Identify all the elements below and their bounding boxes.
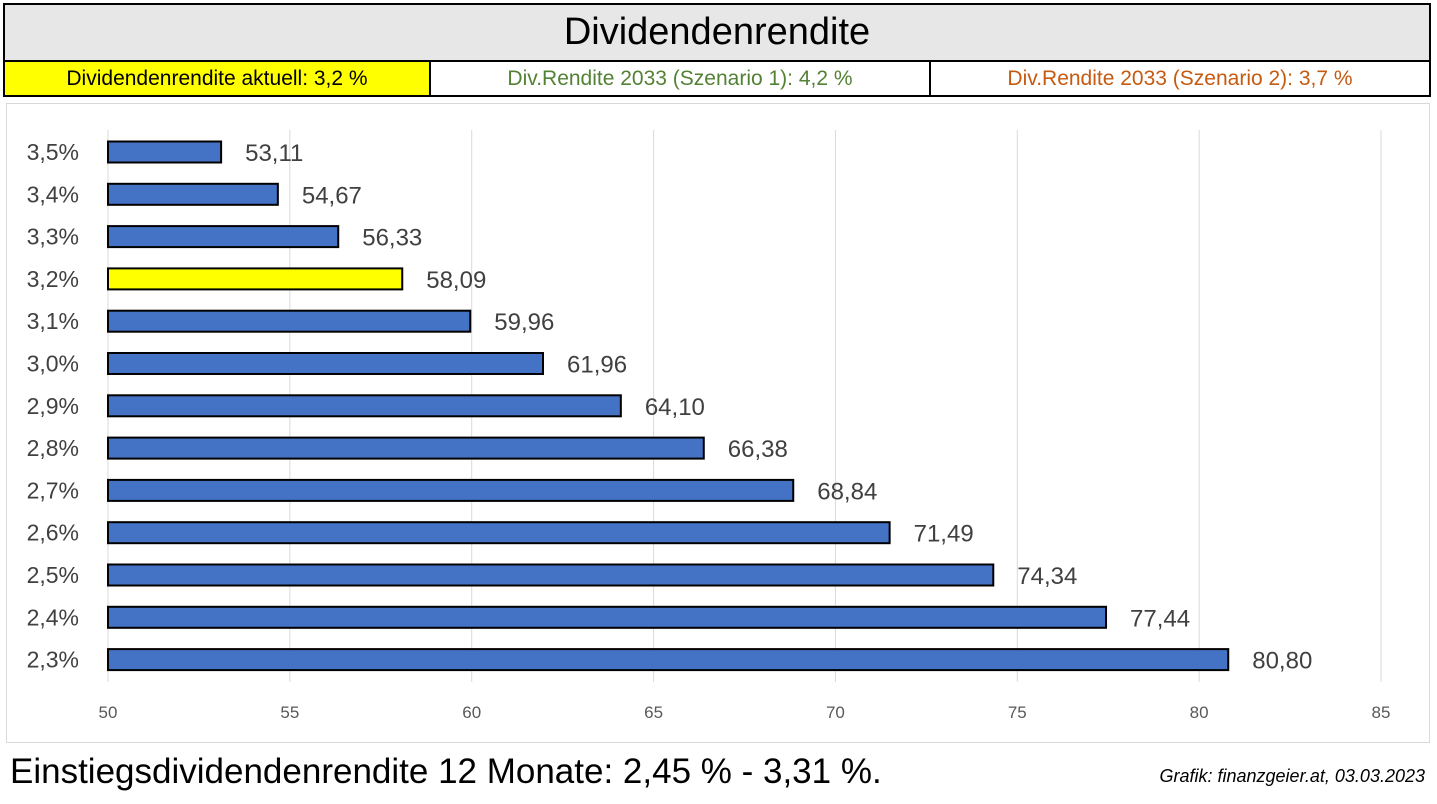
bar: [107, 521, 891, 545]
bar: [107, 182, 279, 206]
category-label: 3,2%: [27, 266, 79, 292]
bar: [107, 478, 795, 502]
bar: [107, 352, 545, 375]
bar: [107, 394, 622, 418]
bar: [107, 605, 1108, 629]
bar: [107, 648, 1230, 672]
bar-value-label: 58,09: [426, 267, 486, 294]
bar-value-label: 74,34: [1017, 563, 1077, 590]
x-tick-label: 55: [280, 703, 299, 722]
bar-value-label: 56,33: [362, 225, 422, 252]
x-tick-label: 80: [1190, 703, 1209, 722]
x-tick-label: 60: [462, 703, 481, 722]
x-tick-label: 75: [1008, 703, 1027, 722]
source-credit: Grafik: finanzgeier.at, 03.03.2023: [1159, 766, 1426, 786]
category-label: 3,4%: [27, 181, 79, 207]
category-label: 2,4%: [27, 604, 79, 630]
plot-area: [6, 103, 1430, 743]
category-label: 2,9%: [27, 393, 79, 419]
category-label: 3,3%: [27, 224, 79, 250]
bar: [107, 309, 472, 333]
category-label: 2,8%: [27, 435, 79, 461]
x-tick-label: 50: [99, 703, 118, 722]
bar-value-label: 64,10: [645, 394, 705, 421]
bar-highlight: [107, 267, 404, 291]
x-axis-ticks: 50 55 60 65 70 75 80 85: [99, 703, 1391, 722]
x-tick-label: 85: [1372, 703, 1391, 722]
bar-value-label: 77,44: [1130, 605, 1190, 632]
category-label: 3,5%: [27, 139, 79, 165]
bar-value-label: 68,84: [817, 478, 877, 505]
category-label: 3,0%: [27, 351, 79, 377]
yield-info-row: Dividendenrendite aktuell: 3,2 % Div.Ren…: [3, 62, 1431, 97]
bar-value-label: 59,96: [494, 309, 554, 336]
bar: [107, 436, 705, 460]
bar-value-label: 80,80: [1252, 648, 1312, 675]
bar-value-label: 71,49: [914, 521, 974, 548]
bar: [107, 225, 340, 249]
bar-value-label: 53,11: [245, 140, 303, 167]
category-label: 3,1%: [27, 308, 79, 334]
category-label: 2,5%: [27, 562, 79, 588]
scenario2-yield-label: Div.Rendite 2033 (Szenario 2): 3,7 %: [931, 62, 1431, 97]
bar-value-label: 54,67: [302, 182, 362, 209]
x-tick-label: 70: [826, 703, 845, 722]
current-yield-label: Dividendenrendite aktuell: 3,2 %: [3, 62, 431, 97]
category-label: 2,7%: [27, 477, 79, 503]
bar-value-label: 66,38: [728, 436, 788, 463]
category-label: 2,3%: [27, 647, 79, 673]
category-labels: 3,5% 3,4% 3,3% 3,2% 3,1% 3,0% 2,9% 2,8% 2,7% 2,6%…: [27, 139, 79, 673]
entry-yield-summary: Einstiegsdividendenrendite 12 Monate: 2,…: [10, 752, 882, 791]
chart-title: Dividendenrendite: [3, 3, 1431, 62]
bar: [107, 563, 995, 587]
bar: [107, 140, 223, 164]
bars: [107, 140, 1230, 672]
x-tick-label: 65: [644, 703, 663, 722]
bar-value-label: 61,96: [567, 352, 627, 379]
scenario1-yield-label: Div.Rendite 2033 (Szenario 1): 4,2 %: [431, 62, 931, 97]
category-label: 2,6%: [27, 520, 79, 546]
